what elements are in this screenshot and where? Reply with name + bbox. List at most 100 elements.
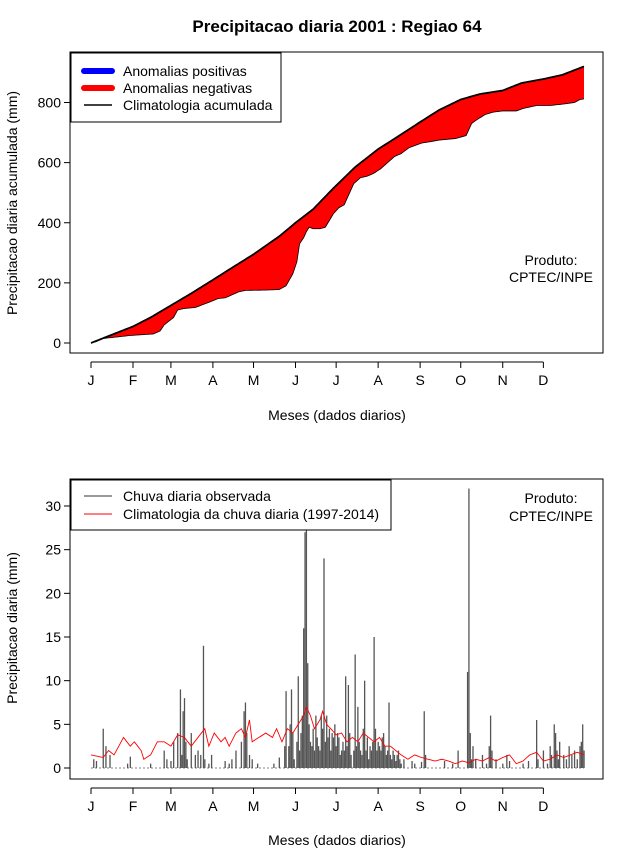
observed-rain-bar — [297, 676, 299, 768]
legend-label-observed: Chuva diaria observada — [123, 488, 271, 504]
observed-rain-bar — [224, 761, 226, 768]
observed-rain-bar — [185, 741, 187, 768]
observed-rain-bar — [345, 676, 347, 768]
bottom-x-tick-label: M — [165, 798, 177, 814]
top-x-tick-label: M — [165, 372, 177, 388]
top-annotation-line2: CPTEC/INPE — [509, 269, 593, 285]
observed-rain-bar — [403, 759, 405, 768]
observed-rain-bar — [340, 750, 343, 768]
observed-rain-bar — [312, 728, 314, 768]
observed-rain-bar — [553, 724, 555, 768]
bottom-y-tick-label: 5 — [53, 716, 61, 732]
top-legend: Anomalias positivas Anomalias negativas … — [70, 52, 282, 123]
observed-rain-bar — [186, 759, 188, 768]
observed-rain-bar — [177, 733, 179, 768]
bottom-legend: Chuva diaria observada Climatologia da c… — [70, 479, 392, 531]
bottom-y-tick-label: 30 — [45, 498, 61, 514]
bottom-x-tick-label: A — [208, 798, 218, 814]
observed-rain-bar — [475, 759, 477, 768]
observed-rain-bar — [342, 741, 344, 768]
observed-rain-bar — [327, 737, 329, 768]
chart-title: Precipitacao diaria 2001 : Regiao 64 — [192, 17, 482, 36]
top-x-tick-label: O — [455, 372, 466, 388]
observed-rain-bar — [202, 645, 205, 768]
observed-rain-bar — [378, 746, 381, 768]
observed-rain-bar — [190, 733, 192, 768]
top-y-tick-label: 400 — [38, 215, 62, 231]
observed-rain-bar — [397, 750, 400, 768]
observed-rain-bar — [93, 759, 95, 768]
bottom-y-tick-label: 25 — [45, 542, 61, 558]
observed-rain-bar — [288, 746, 290, 768]
observed-rain-bar — [324, 741, 327, 768]
top-x-tick-label: J — [88, 372, 95, 388]
observed-rain-bar — [319, 750, 321, 768]
observed-rain-bar — [313, 750, 316, 768]
observed-rain-bar — [354, 654, 356, 768]
observed-rain-bar — [349, 733, 351, 768]
observed-rain-bar — [301, 715, 303, 768]
observed-rain-bar — [228, 763, 230, 768]
bottom-x-tick-label: J — [88, 798, 95, 814]
observed-rain-bar — [414, 763, 416, 768]
observed-rain-bar — [380, 750, 382, 768]
observed-rain-bar — [368, 759, 370, 768]
observed-rain-bar — [303, 628, 305, 768]
observed-rain-bar — [365, 750, 367, 768]
observed-rain-bar — [292, 733, 294, 768]
bottom-x-tick-label: J — [333, 798, 340, 814]
observed-rain-bar — [317, 746, 320, 768]
negative-anomaly-area — [91, 66, 584, 344]
observed-rain-bar — [563, 754, 565, 768]
observed-rain-bar — [466, 671, 469, 768]
observed-rain-bar — [300, 733, 302, 768]
observed-rain-bar — [240, 741, 243, 768]
observed-rain-bar — [420, 761, 423, 768]
bottom-plot-frame — [69, 478, 604, 780]
legend-label-negative: Anomalias negativas — [123, 80, 252, 96]
observed-rain-bar — [332, 737, 335, 768]
observed-rain-bar — [374, 728, 377, 768]
observed-rain-bar — [315, 715, 317, 768]
bottom-y-tick-label: 20 — [45, 585, 61, 601]
observed-rain-bar — [363, 680, 366, 768]
observed-rain-bar — [571, 754, 573, 768]
observed-rain-bar — [395, 761, 397, 768]
observed-rain-bar — [296, 741, 298, 768]
observed-rain-bar — [362, 728, 364, 768]
observed-rain-bar — [568, 746, 570, 768]
observed-rain-bar — [372, 741, 374, 768]
bottom-x-tick-label: M — [248, 798, 260, 814]
observed-rain-bar — [316, 737, 318, 768]
bottom-y-tick-label: 15 — [45, 629, 61, 645]
observed-rain-bar — [554, 733, 557, 768]
observed-rain-bar — [359, 750, 362, 768]
observed-rain-bar — [546, 763, 549, 768]
observed-rain-bar — [102, 728, 104, 768]
top-x-tick-label: A — [208, 372, 218, 388]
observed-rain-bar — [355, 746, 358, 768]
bottom-x-tick-label: A — [373, 798, 383, 814]
observed-rain-bar — [289, 724, 291, 768]
observed-rain-bar — [485, 763, 488, 768]
observed-rain-bar — [149, 763, 152, 768]
observed-rain-bar — [334, 724, 336, 768]
observed-rain-bar — [126, 763, 129, 768]
observed-rain-bar — [273, 763, 275, 768]
top-x-tick-label: J — [333, 372, 340, 388]
observed-rain-bar — [251, 759, 253, 768]
bottom-x-tick-label: F — [129, 798, 138, 814]
bottom-x-tick-label: J — [292, 798, 299, 814]
top-y-tick-label: 800 — [38, 95, 62, 111]
observed-rain-bar — [366, 737, 368, 768]
top-x-tick-label: N — [498, 372, 508, 388]
observed-rain-bar — [129, 756, 131, 768]
top-x-tick-label: J — [292, 372, 299, 388]
observed-rain-bar — [284, 746, 286, 768]
daily-chart: 0 5 10 15 20 25 30 J F M A M J J A S O N D Chuva diaria ob… — [4, 478, 604, 848]
observed-rain-bar — [330, 750, 332, 768]
observed-rain-bar — [424, 754, 427, 768]
observed-rain-bar — [381, 737, 383, 768]
top-x-tick-label: S — [415, 372, 424, 388]
observed-rain-bar — [527, 761, 530, 768]
